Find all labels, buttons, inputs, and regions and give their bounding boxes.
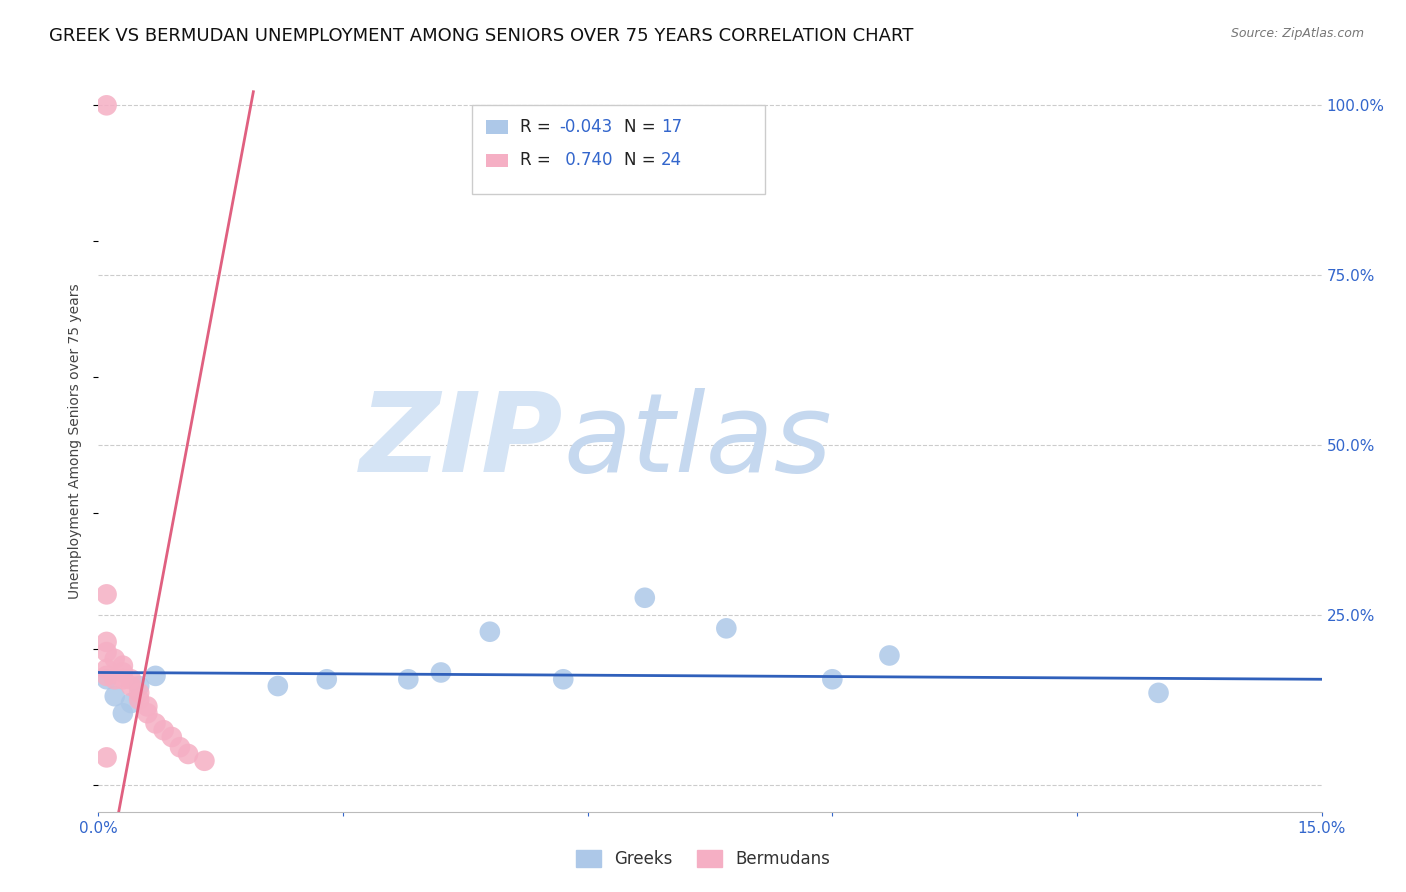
Point — [553, 673, 575, 687]
Point — [128, 686, 150, 700]
Text: Source: ZipAtlas.com: Source: ZipAtlas.com — [1230, 27, 1364, 40]
FancyBboxPatch shape — [471, 104, 765, 194]
FancyBboxPatch shape — [486, 120, 508, 134]
Y-axis label: Unemployment Among Seniors over 75 years: Unemployment Among Seniors over 75 years — [69, 284, 83, 599]
Point — [111, 658, 134, 673]
Point — [96, 669, 118, 683]
Point — [160, 730, 183, 744]
FancyBboxPatch shape — [486, 153, 508, 167]
Text: R =: R = — [520, 118, 557, 136]
Legend: Greeks, Bermudans: Greeks, Bermudans — [569, 843, 837, 875]
Text: 17: 17 — [661, 118, 682, 136]
Point — [104, 673, 127, 687]
Point — [111, 665, 134, 680]
Point — [193, 754, 215, 768]
Point — [96, 98, 118, 112]
Text: 0.740: 0.740 — [560, 152, 612, 169]
Text: N =: N = — [624, 118, 661, 136]
Point — [96, 587, 118, 601]
Text: GREEK VS BERMUDAN UNEMPLOYMENT AMONG SENIORS OVER 75 YEARS CORRELATION CHART: GREEK VS BERMUDAN UNEMPLOYMENT AMONG SEN… — [49, 27, 914, 45]
Text: R =: R = — [520, 152, 557, 169]
Point — [111, 673, 134, 687]
Point — [634, 591, 657, 605]
Point — [152, 723, 174, 738]
Point — [120, 673, 142, 687]
Text: atlas: atlas — [564, 388, 832, 495]
Point — [430, 665, 453, 680]
Point — [716, 621, 738, 635]
Point — [821, 673, 844, 687]
Point — [120, 679, 142, 693]
Point — [128, 679, 150, 693]
Point — [267, 679, 290, 693]
Text: ZIP: ZIP — [360, 388, 564, 495]
Point — [104, 652, 127, 666]
Point — [111, 706, 134, 721]
Point — [169, 740, 191, 755]
Point — [120, 696, 142, 710]
Text: 24: 24 — [661, 152, 682, 169]
Point — [96, 635, 118, 649]
Point — [96, 662, 118, 676]
Point — [136, 706, 159, 721]
Point — [315, 673, 337, 687]
Text: -0.043: -0.043 — [560, 118, 613, 136]
Point — [1147, 686, 1170, 700]
Point — [96, 750, 118, 764]
Point — [96, 645, 118, 659]
Text: N =: N = — [624, 152, 661, 169]
Point — [145, 716, 167, 731]
Point — [128, 692, 150, 706]
Point — [145, 669, 167, 683]
Point — [104, 690, 127, 704]
Point — [136, 699, 159, 714]
Point — [879, 648, 901, 663]
Point — [177, 747, 200, 761]
Point — [478, 624, 501, 639]
Point — [396, 673, 419, 687]
Point — [96, 673, 118, 687]
